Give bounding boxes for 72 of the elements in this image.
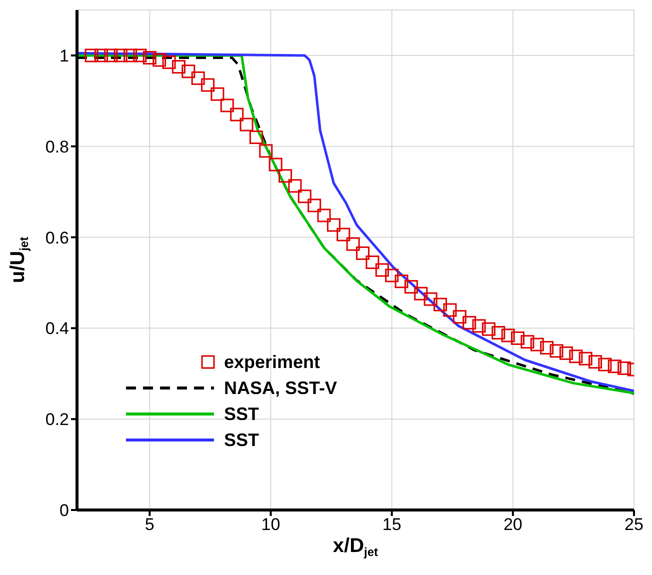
point [569,350,583,364]
point [308,198,322,212]
point [124,48,138,62]
point [94,48,108,62]
point [162,56,176,70]
point [210,87,224,101]
legend-label: experiment [224,352,322,372]
y-tick-label: 0.6 [45,228,69,248]
x-axis-title: x/D$_{jet}$ [332,535,378,559]
legend-label: SST [224,430,260,450]
x-tick-label: 25 [624,515,644,534]
point [114,48,128,62]
point [511,331,525,345]
point [230,108,244,122]
point [462,316,476,330]
point [492,326,506,340]
point [472,319,486,333]
point [366,256,380,270]
point [356,246,370,260]
point [152,53,166,67]
point [288,179,302,193]
point [298,190,312,204]
legend-label: NASA, SST-V [224,378,338,398]
point [191,71,205,85]
x-tick-label: 10 [261,515,280,534]
point [182,64,196,78]
point [249,130,263,144]
y-tick-label: 0.4 [45,319,69,338]
point [578,352,592,366]
point [414,286,428,300]
point [172,60,186,74]
point [501,328,515,342]
point [220,98,234,112]
point [394,274,408,288]
point [84,48,98,62]
x-tick-label: 15 [382,515,402,534]
y-tick-label: 0.2 [45,410,69,430]
point [482,322,496,336]
point [434,298,448,312]
point [443,303,457,317]
point [133,48,147,62]
y-tick-label: 0.8 [45,137,69,156]
point [336,228,350,242]
y-tick-label: 0 [60,501,69,520]
legend-label: SST [224,404,260,424]
point [598,358,612,372]
point [588,355,602,369]
point [346,237,360,251]
point [326,218,340,232]
y-tick-label: 1 [60,46,69,66]
point [520,335,534,349]
point [618,361,632,375]
point [424,292,438,306]
x-tick-label: 20 [503,515,522,534]
x-tick-label: 5 [144,515,154,534]
point [259,144,273,158]
point [404,280,418,294]
point [385,268,399,282]
point [104,48,118,62]
point [317,208,331,222]
point [559,346,573,360]
point [268,158,282,172]
point [540,340,554,354]
point [240,118,254,132]
point [142,50,156,64]
point [201,78,215,92]
point [608,360,622,374]
point [530,338,544,352]
point [375,263,389,277]
point [550,344,564,358]
point [278,169,292,183]
point [452,310,466,324]
